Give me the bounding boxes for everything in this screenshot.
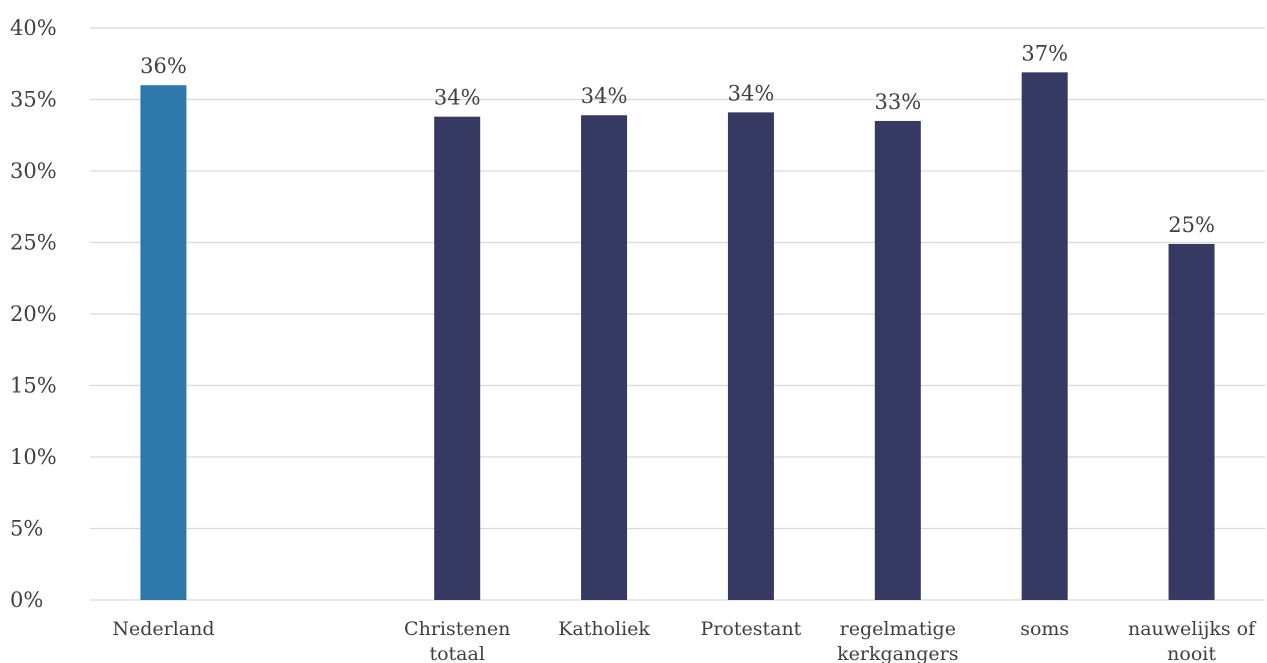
data-label: 25% <box>1168 213 1215 237</box>
x-axis-category-labels: Nederland Christenen totaal Katholiek Protes… <box>112 618 1257 663</box>
y-tick-label: 25% <box>10 231 57 255</box>
y-tick-label: 0% <box>10 588 43 612</box>
data-label: 34% <box>581 84 628 108</box>
x-category-label: nooit <box>1167 643 1216 663</box>
bar <box>874 120 921 600</box>
data-label: 34% <box>728 81 775 105</box>
bar <box>727 112 774 601</box>
x-category-label: Nederland <box>112 618 214 640</box>
data-label: 34% <box>434 86 481 110</box>
y-tick-label: 15% <box>10 374 57 398</box>
bar <box>434 116 481 600</box>
data-labels: 36% 34% 34% 34% 33% 37% 25% <box>140 41 1215 237</box>
x-category-label: Katholiek <box>558 618 650 640</box>
y-tick-label: 40% <box>10 16 57 40</box>
bars <box>140 72 1215 601</box>
bar <box>1168 243 1215 600</box>
data-label: 37% <box>1021 41 1068 65</box>
y-tick-label: 35% <box>10 88 57 112</box>
x-category-label: soms <box>1020 618 1069 640</box>
x-category-label: regelmatige <box>840 618 956 640</box>
data-label: 36% <box>140 54 187 78</box>
x-category-label: Christenen <box>404 618 510 640</box>
bar <box>140 85 187 600</box>
y-tick-label: 5% <box>10 517 43 541</box>
x-category-label: Protestant <box>701 618 802 640</box>
y-tick-label: 20% <box>10 302 57 326</box>
y-tick-label: 30% <box>10 159 57 183</box>
bar <box>1021 72 1068 600</box>
data-label: 33% <box>874 90 921 114</box>
x-category-label: kerkgangers <box>837 643 958 663</box>
bar <box>581 115 628 600</box>
x-category-label: nauwelijks of <box>1128 618 1257 640</box>
x-category-label: totaal <box>429 643 484 663</box>
y-tick-label: 10% <box>10 445 57 469</box>
y-axis-tick-labels: 0% 5% 10% 15% 20% 25% 30% 35% 40% <box>10 16 57 612</box>
gridlines <box>90 27 1265 601</box>
